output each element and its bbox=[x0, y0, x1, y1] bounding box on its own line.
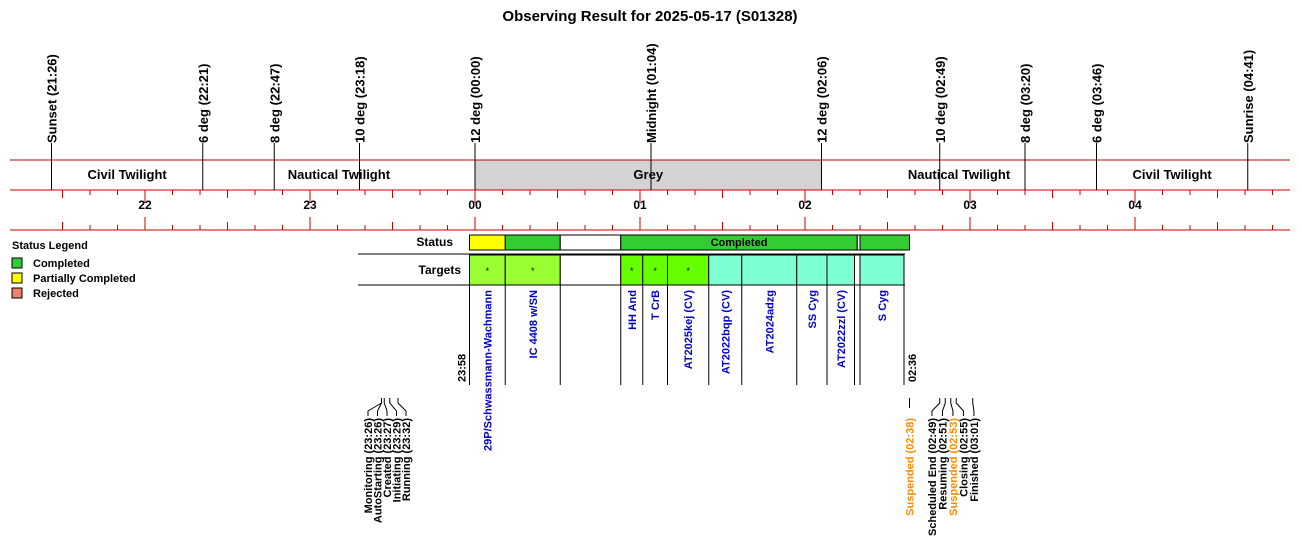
event-right-group-label-0: Scheduled End (02:49) bbox=[927, 418, 939, 536]
target-block-9 bbox=[826, 254, 855, 286]
target-block-8 bbox=[796, 254, 828, 286]
event-right-group-leader-3 bbox=[955, 398, 964, 416]
sun-event-label-3: 10 deg (23:18) bbox=[353, 56, 368, 143]
end-time-label: 02:36 bbox=[907, 354, 919, 382]
hour-label-22: 22 bbox=[138, 198, 152, 212]
status-target-rows: Status Targets Completed * 29P/Schwassmann-W… bbox=[358, 234, 919, 451]
sun-event-label-2: 8 deg (22:47) bbox=[267, 64, 282, 143]
target-mark-3: * bbox=[630, 266, 634, 276]
sun-event-label-5: Midnight (01:04) bbox=[644, 43, 659, 143]
hour-label-00: 00 bbox=[468, 198, 482, 212]
target-block-10 bbox=[854, 254, 861, 286]
phase-label-1: Nautical Twilight bbox=[288, 167, 391, 182]
event-right-group-leader-4 bbox=[972, 398, 975, 416]
target-name-0: 29P/Schwassmann-Wachmann bbox=[482, 290, 494, 451]
event-left-label-3: Initiating (23:29) bbox=[392, 418, 404, 503]
sun-event-label-0: Sunset (21:26) bbox=[45, 54, 60, 143]
hour-label-03: 03 bbox=[963, 198, 977, 212]
event-left-label-0: Monitoring (23:26) bbox=[363, 418, 375, 514]
legend-swatch-1 bbox=[11, 272, 23, 284]
phase-label-0: Civil Twilight bbox=[88, 167, 168, 182]
event-right-group-leader-0 bbox=[931, 398, 941, 416]
legend-label-0: Completed bbox=[33, 258, 90, 270]
event-left-leader-3 bbox=[389, 398, 397, 416]
status-segment-0 bbox=[469, 234, 506, 251]
target-name-11: S Cyg bbox=[877, 290, 889, 321]
status-row-label: Status bbox=[416, 235, 453, 249]
targets-row-label: Targets bbox=[419, 263, 462, 277]
target-block-0 bbox=[469, 254, 506, 286]
event-left-label-2: Created (23:27) bbox=[382, 418, 394, 498]
target-block-5 bbox=[667, 254, 710, 286]
event-right-group-leader-1 bbox=[941, 398, 946, 416]
target-mark-4: * bbox=[653, 266, 657, 276]
hour-axis: 22 23 00 01 02 03 04 bbox=[10, 190, 1290, 231]
hour-label-23: 23 bbox=[303, 198, 317, 212]
event-left-leader-1 bbox=[377, 398, 382, 416]
sun-event-label-7: 10 deg (02:49) bbox=[933, 56, 948, 143]
sun-events: Sunset (21:26) 6 deg (22:21) 8 deg (22:47)… bbox=[45, 43, 1256, 190]
target-name-4: T CrB bbox=[650, 290, 662, 320]
twilight-phase-band: Civil Twilight Nautical Twilight Grey Nauti… bbox=[10, 159, 1290, 191]
system-events: Monitoring (23:26)AutoStarting (23:26)Cr… bbox=[363, 398, 981, 536]
target-mark-1: * bbox=[531, 266, 535, 276]
legend-label-2: Rejected bbox=[33, 288, 79, 300]
status-segment-5 bbox=[859, 234, 910, 251]
target-mark-5: * bbox=[686, 266, 690, 276]
event-right-label-0: Suspended (02:38) bbox=[905, 418, 917, 516]
hour-label-02: 02 bbox=[798, 198, 812, 212]
event-right-group-label-3: Closing (02:55) bbox=[958, 418, 970, 497]
target-block-11 bbox=[859, 254, 905, 286]
status-segment-2 bbox=[559, 234, 622, 251]
event-left-leader-4 bbox=[397, 398, 407, 416]
target-name-7: AT2024adzg bbox=[764, 290, 776, 353]
status-segment-text-3: Completed bbox=[711, 237, 768, 249]
event-right-group-leader-2 bbox=[950, 398, 954, 416]
target-mark-0: * bbox=[486, 266, 490, 276]
hour-label-01: 01 bbox=[633, 198, 647, 212]
legend-swatch-0 bbox=[11, 257, 23, 269]
hour-label-04: 04 bbox=[1128, 198, 1142, 212]
legend-title: Status Legend bbox=[12, 240, 88, 252]
target-block-6 bbox=[708, 254, 743, 286]
sun-event-label-6: 12 deg (02:06) bbox=[815, 56, 830, 143]
event-right-group-label-2: Suspended (02:53) bbox=[948, 418, 960, 516]
sun-event-label-8: 8 deg (03:20) bbox=[1018, 64, 1033, 143]
target-name-9: AT2022zzl (CV) bbox=[836, 290, 848, 368]
sun-event-label-1: 6 deg (22:21) bbox=[196, 64, 211, 143]
sun-event-label-9: 6 deg (03:46) bbox=[1090, 64, 1105, 143]
target-name-3: HH And bbox=[627, 290, 639, 330]
legend-label-1: Partially Completed bbox=[33, 273, 136, 285]
status-legend: Status Legend Completed Partially Complete… bbox=[11, 240, 136, 300]
phase-label-3: Nautical Twilight bbox=[908, 167, 1011, 182]
target-name-1: IC 4408 w/SN bbox=[528, 290, 540, 359]
phase-label-2: Grey bbox=[633, 167, 663, 182]
sun-event-label-4: 12 deg (00:00) bbox=[468, 56, 483, 143]
target-block-2 bbox=[559, 254, 622, 286]
phase-label-4: Civil Twilight bbox=[1133, 167, 1213, 182]
phase-shade-2 bbox=[474, 159, 822, 191]
event-right-group-label-4: Finished (03:01) bbox=[969, 418, 981, 502]
event-left-leader-2 bbox=[383, 398, 388, 416]
status-segment-1 bbox=[504, 234, 561, 251]
sun-event-label-10: Sunrise (04:41) bbox=[1241, 50, 1256, 143]
event-left-label-4: Running (23:32) bbox=[401, 418, 413, 501]
target-name-6: AT2022bqp (CV) bbox=[720, 290, 732, 374]
event-left-label-1: AutoStarting (23:26) bbox=[373, 418, 385, 523]
legend-swatch-2 bbox=[11, 287, 23, 299]
chart-title: Observing Result for 2025-05-17 (S01328) bbox=[502, 8, 797, 25]
start-time-label: 23:58 bbox=[457, 354, 469, 382]
event-right-group-label-1: Resuming (02:51) bbox=[937, 418, 949, 510]
target-name-5: AT2025kej (CV) bbox=[683, 290, 695, 370]
target-block-7 bbox=[741, 254, 798, 286]
target-name-8: SS Cyg bbox=[807, 290, 819, 329]
